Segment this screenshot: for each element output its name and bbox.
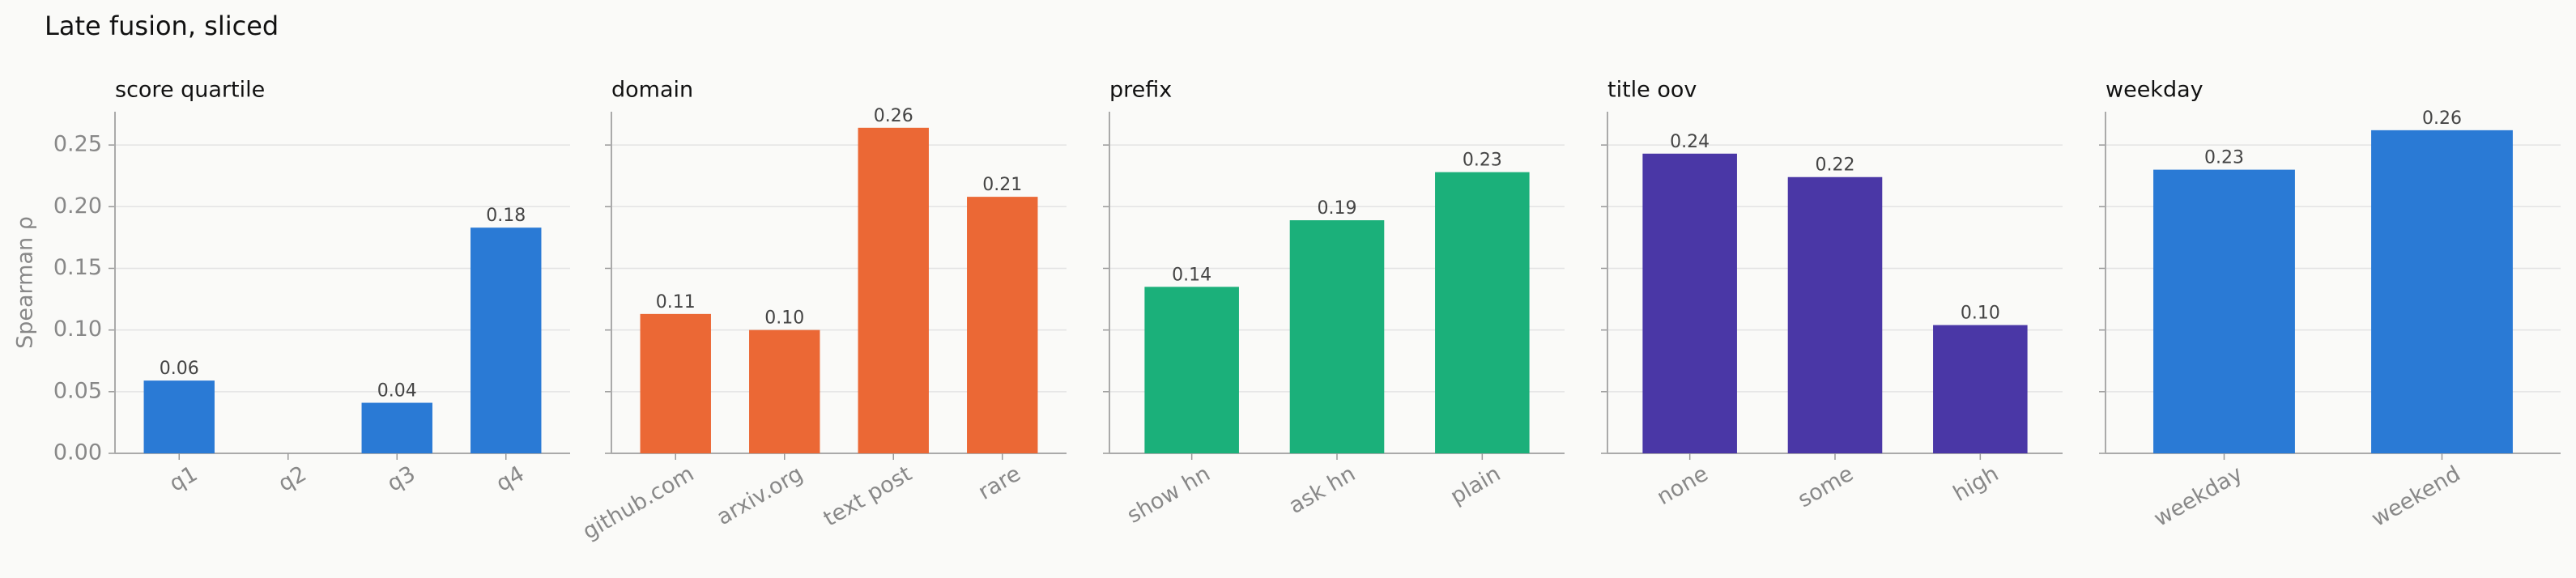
x-tick-label: weekday	[2150, 461, 2247, 532]
panel-title: prefix	[1109, 78, 1172, 103]
x-tick-label: show hn	[1123, 461, 1215, 529]
bar	[361, 402, 432, 453]
value-label: 0.26	[2422, 108, 2462, 129]
x-tick-label: ask hn	[1284, 461, 1360, 519]
value-label: 0.24	[1670, 132, 1710, 152]
figure-title: Late fusion, sliced	[45, 11, 279, 41]
x-tick-label: github.com	[578, 461, 698, 545]
x-tick-label: none	[1653, 461, 1713, 511]
value-label: 0.11	[656, 292, 696, 312]
value-label: 0.18	[486, 206, 526, 226]
panel-title: title oov	[1607, 78, 1697, 103]
x-tick-label: q4	[492, 461, 529, 497]
bar	[640, 313, 711, 453]
value-label: 0.04	[377, 381, 417, 402]
x-tick-label: q1	[165, 461, 202, 497]
value-label: 0.21	[982, 175, 1022, 195]
x-tick-label: weekend	[2367, 461, 2464, 532]
bar	[967, 197, 1038, 453]
value-label: 0.23	[1463, 151, 1502, 171]
x-tick-label: q2	[275, 461, 311, 497]
y-tick-label: 0.25	[53, 132, 102, 157]
bar	[1435, 172, 1530, 453]
x-tick-label: high	[1949, 461, 2003, 507]
y-axis-label: Spearman ρ	[13, 216, 38, 349]
y-tick-label: 0.00	[53, 440, 102, 465]
y-tick-label: 0.10	[53, 317, 102, 342]
x-tick-label: text post	[820, 461, 917, 532]
x-tick-label: some	[1794, 461, 1858, 513]
x-tick-label: q3	[383, 461, 419, 497]
bar	[1787, 176, 1883, 453]
panel-title: score quartile	[115, 78, 265, 103]
value-label: 0.22	[1816, 155, 1855, 176]
bar	[1144, 287, 1239, 453]
y-tick-label: 0.15	[53, 255, 102, 280]
value-label: 0.23	[2204, 148, 2244, 168]
value-label: 0.19	[1318, 198, 1357, 219]
bar	[1289, 220, 1385, 453]
bar	[470, 227, 542, 453]
bar	[143, 380, 215, 453]
panel-title: weekday	[2106, 78, 2203, 103]
bar	[2371, 130, 2513, 453]
y-tick-label: 0.20	[53, 193, 102, 219]
bar	[858, 127, 929, 453]
x-tick-label: rare	[974, 461, 1025, 505]
x-tick-label: arxiv.org	[713, 461, 807, 530]
value-label: 0.06	[160, 359, 199, 379]
bar	[1642, 153, 1737, 453]
value-label: 0.10	[764, 308, 804, 329]
value-label: 0.26	[874, 106, 913, 126]
bar	[2153, 169, 2295, 453]
panel-title: domain	[611, 78, 693, 103]
x-tick-label: plain	[1446, 461, 1505, 510]
value-label: 0.14	[1172, 265, 1211, 285]
y-tick-label: 0.05	[53, 378, 102, 403]
bar	[749, 329, 820, 453]
value-label: 0.10	[1961, 304, 2000, 324]
bar	[1933, 325, 2028, 453]
